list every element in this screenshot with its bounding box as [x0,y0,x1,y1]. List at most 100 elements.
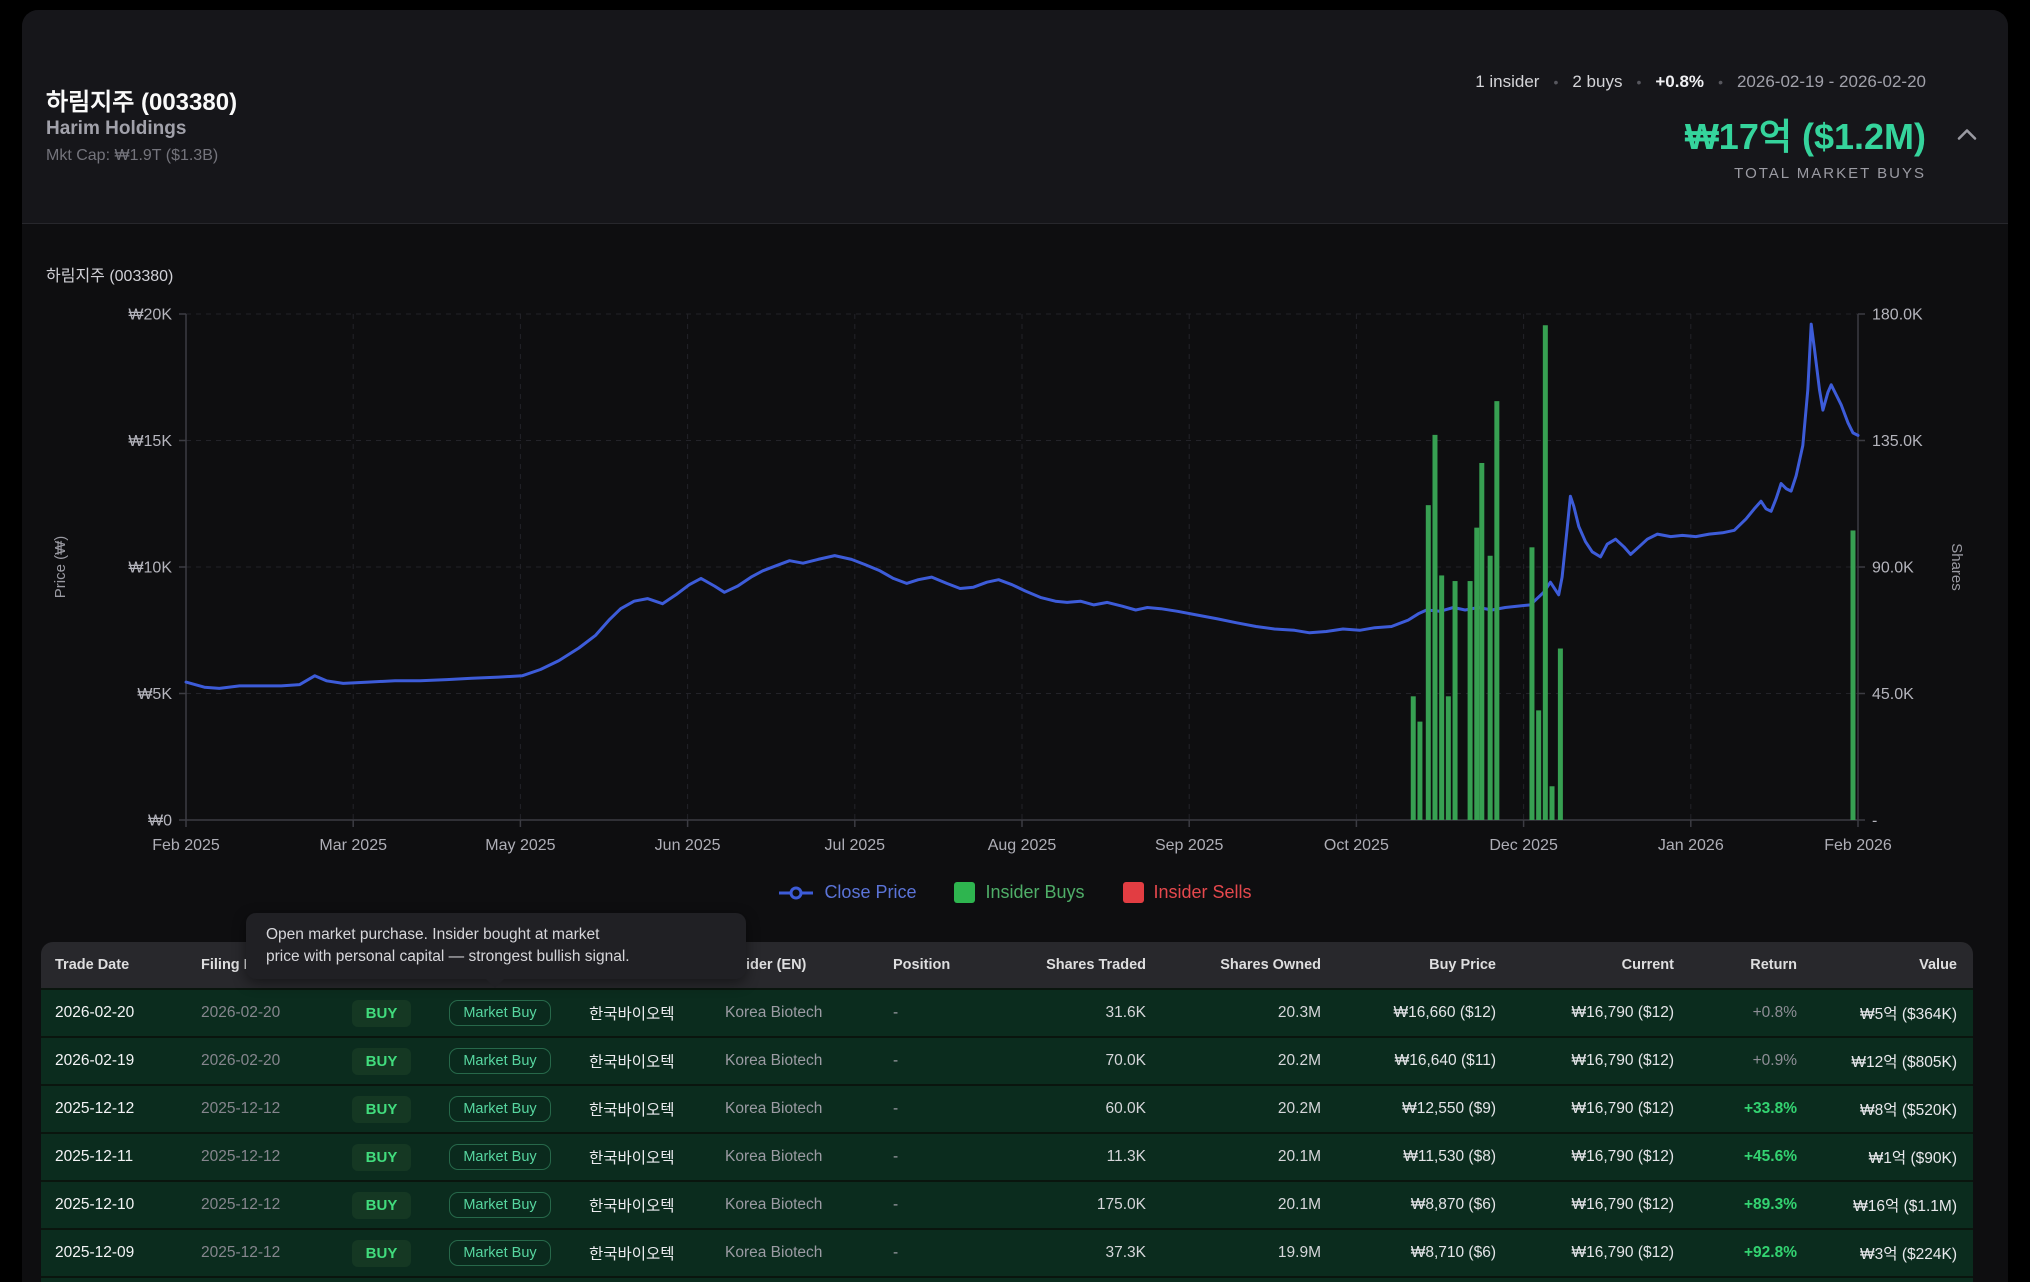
market-buy-chip[interactable]: Market Buy [449,1096,551,1122]
shares-traded-cell: 11.3K [1106,1148,1146,1165]
column-header-buy-price: Buy Price [1429,957,1496,973]
svg-text:Shares: Shares [1948,543,1965,591]
column-header-value: Value [1919,957,1957,973]
column-header-shares-owned: Shares Owned [1220,957,1321,973]
chevron-up-icon[interactable] [1956,128,1978,146]
svg-text:-: - [1872,813,1877,830]
svg-text:₩20K: ₩20K [128,307,172,324]
buy-price-cell: ₩16,640 ($11) [1394,1052,1496,1069]
market-buy-chip[interactable]: Market Buy [449,1240,551,1266]
buy-price-cell: ₩16,660 ($12) [1393,1004,1496,1021]
square-marker-icon [954,882,976,903]
svg-text:May 2025: May 2025 [485,837,555,854]
shares-owned-cell: 20.1M [1277,1148,1321,1165]
insider-kr-cell: 한국바이오텍 [589,1198,675,1215]
market-buy-tooltip: Open market purchase. Insider bought at … [246,913,746,988]
market-buy-chip[interactable]: Market Buy [449,1000,551,1026]
svg-text:Jul 2025: Jul 2025 [825,837,886,854]
svg-text:Feb 2026: Feb 2026 [1824,837,1892,854]
table-row[interactable]: 2025-12-09 2025-12-12 BUY Market Buy 한국바이오텍 K… [41,1228,1973,1276]
legend-item-insider-buys[interactable]: Insider Buys [954,882,1085,903]
insider-count: 1 insider [1475,72,1540,91]
tooltip-text-line1: Open market purchase. Insider bought at … [266,926,600,943]
position-cell: - [893,1148,899,1165]
market-buy-chip[interactable]: Market Buy [449,1192,551,1218]
shares-traded-cell: 60.0K [1105,1100,1146,1117]
column-header-position: Position [893,957,951,973]
column-header-return: Return [1750,957,1797,973]
current-price-cell: ₩16,790 ($12) [1571,1100,1674,1117]
trade-date-cell: 2025-12-12 [55,1100,135,1117]
trade-date-cell: 2025-12-11 [55,1148,134,1165]
svg-text:Jun 2025: Jun 2025 [655,837,721,854]
chart-legend: Close Price Insider Buys Insider Sells [22,882,2008,903]
table-row[interactable]: 2025-12-10 2025-12-12 BUY Market Buy 한국바이오텍 K… [41,1180,1973,1228]
trade-date-cell: 2025-12-09 [55,1244,135,1261]
current-price-cell: ₩16,790 ($12) [1571,1004,1674,1021]
market-buy-chip[interactable]: Market Buy [449,1144,551,1170]
trade-type-cell: BUY [334,1047,429,1075]
market-cap: Mkt Cap: ₩1.9T ($1.3B) [46,147,219,164]
dot-separator: • [1553,74,1559,90]
svg-text:Oct 2025: Oct 2025 [1324,837,1389,854]
date-range: 2026-02-19 - 2026-02-20 [1736,72,1926,91]
svg-text:180.0K: 180.0K [1872,307,1923,324]
table-row[interactable]: 2025-12-11 2025-12-12 BUY Market Buy 한국바이오텍 K… [41,1132,1973,1180]
table-row[interactable]: 2026-02-19 2026-02-20 BUY Market Buy 한국바이오텍 K… [41,1036,1973,1084]
current-price-cell: ₩16,790 ($12) [1571,1148,1674,1165]
chart-title: 하림지주 (003380) [46,268,174,285]
stock-subtitle: Harim Holdings [46,118,187,139]
filing-date-cell: 2026-02-20 [201,1004,281,1021]
total-buys-label: TOTAL MARKET BUYS [1734,165,1926,182]
transaction-cell: Market Buy [429,1144,571,1170]
price-volume-chart: ₩20K ₩15K ₩10K ₩5K ₩0 180.0K 135.0K 90.0K 45.0K -… [52,307,1965,855]
buy-badge: BUY [351,1143,412,1171]
value-cell: ₩8억 ($520K) [1860,1102,1957,1119]
stock-title: 하림지주 (003380) [46,89,238,116]
trades-table: Trade Date Filing Date Insider (EN) Positio… [41,942,1973,1282]
return-cell: +45.6% [1743,1148,1797,1165]
shares-owned-cell: 19.9M [1277,1244,1321,1261]
return-cell: +89.3% [1743,1196,1797,1213]
insider-kr-cell: 한국바이오텍 [589,1150,675,1167]
current-price-cell: ₩16,790 ($12) [1571,1196,1674,1213]
value-cell: ₩16억 ($1.1M) [1853,1198,1957,1215]
stock-header: 하림지주 (003380) Harim Holdings Mkt Cap: ₩1… [22,10,2008,224]
buy-price-cell: ₩12,550 ($9) [1402,1100,1496,1117]
insider-en-cell: Korea Biotech [725,1004,823,1021]
insider-trading-panel: 하림지주 (003380) Harim Holdings Mkt Cap: ₩1… [22,10,2008,1282]
trade-type-cell: BUY [334,1095,429,1123]
svg-text:135.0K: 135.0K [1872,433,1923,450]
insider-kr-cell: 한국바이오텍 [589,1006,675,1023]
svg-text:90.0K: 90.0K [1872,560,1914,577]
legend-item-insider-sells[interactable]: Insider Sells [1122,882,1252,903]
position-cell: - [893,1196,899,1213]
shares-traded-cell: 31.6K [1105,1004,1146,1021]
line-marker-icon [779,886,814,899]
buy-badge: BUY [351,1095,412,1123]
shares-owned-cell: 20.3M [1277,1004,1321,1021]
svg-text:Jan 2026: Jan 2026 [1658,837,1724,854]
trade-type-cell: BUY [334,1239,429,1267]
table-row[interactable]: 2025-12-12 2025-12-12 BUY Market Buy 한국바이오텍 K… [41,1084,1973,1132]
insider-kr-cell: 한국바이오텍 [589,1054,675,1071]
svg-text:Feb 2025: Feb 2025 [152,837,220,854]
column-header-shares-traded: Shares Traded [1046,957,1146,973]
buy-badge: BUY [351,1047,412,1075]
buy-badge: BUY [351,999,412,1027]
value-cell: ₩1억 ($90K) [1868,1150,1957,1167]
transaction-cell: Market Buy [429,1048,571,1074]
svg-text:₩15K: ₩15K [128,433,172,450]
svg-text:₩10K: ₩10K [128,560,172,577]
filing-date-cell: 2025-12-12 [201,1100,281,1117]
table-row[interactable]: 2026-02-20 2026-02-20 BUY Market Buy 한국바이오텍 K… [41,988,1973,1036]
market-buy-chip[interactable]: Market Buy [449,1048,551,1074]
insider-en-cell: Korea Biotech [725,1148,823,1165]
filing-date-cell: 2025-12-12 [201,1244,281,1261]
svg-text:₩0: ₩0 [148,813,172,830]
legend-label: Insider Sells [1153,882,1252,902]
legend-item-close-price[interactable]: Close Price [778,882,916,903]
current-price-cell: ₩16,790 ($12) [1571,1052,1674,1069]
price-change: +0.8% [1655,72,1705,91]
value-cell: ₩3억 ($224K) [1860,1246,1957,1263]
